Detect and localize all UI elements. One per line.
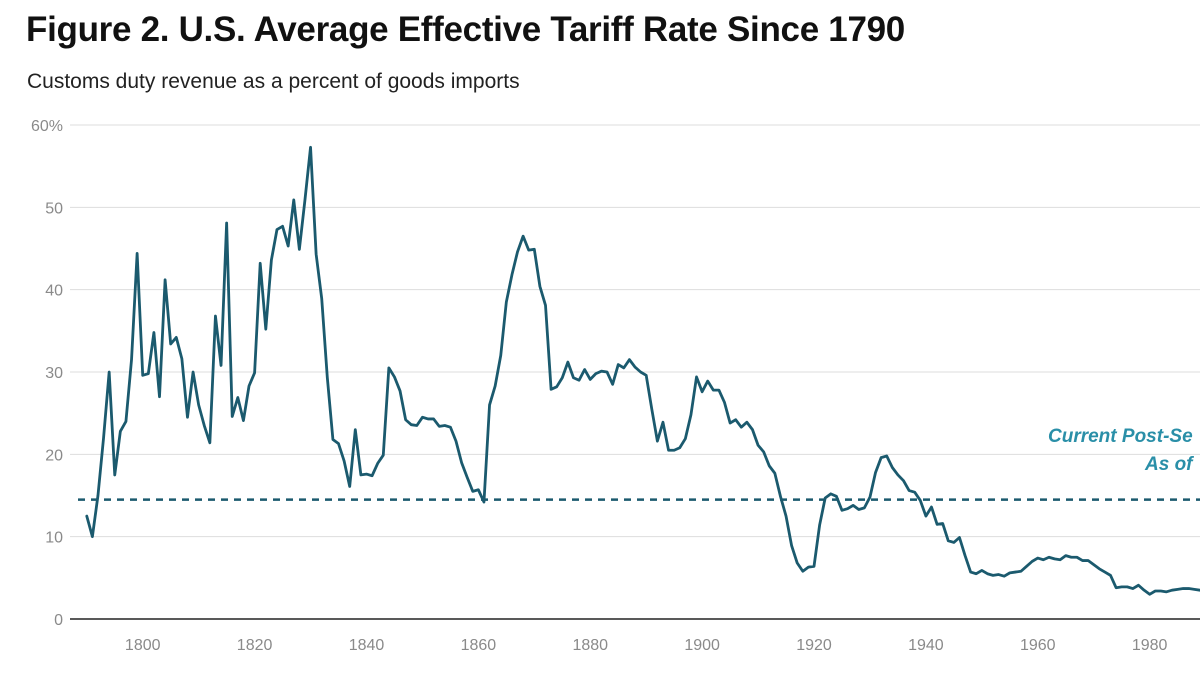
- y-tick-label: 10: [45, 530, 63, 547]
- y-tick-label: 60%: [31, 118, 63, 135]
- gridlines: [70, 124, 1200, 538]
- series-line: [85, 145, 1200, 596]
- y-tick-label: 50: [45, 200, 63, 217]
- annotation-label-line2: As of: [1144, 454, 1194, 475]
- x-tick-label: 1860: [461, 637, 497, 654]
- annotation-label-line1: Current Post-Se: [1048, 426, 1193, 447]
- x-tick-label: 1920: [796, 637, 832, 654]
- x-tick-label: 1900: [684, 637, 720, 654]
- y-tick-label: 40: [45, 283, 63, 300]
- x-tick-label: 1840: [349, 637, 385, 654]
- x-tick-label: 1980: [1132, 637, 1168, 654]
- x-tick-label: 1880: [572, 637, 608, 654]
- chart-subtitle: Customs duty revenue as a percent of goo…: [27, 70, 520, 93]
- x-tick-label: 1960: [1020, 637, 1056, 654]
- y-axis-ticks: 0 10 20 30 40 50 60%: [31, 118, 63, 629]
- x-axis-ticks: 1800 1820 1840 1860 1880 1900 1920 1940 1960 1980: [125, 637, 1168, 654]
- chart-title: Figure 2. U.S. Average Effective Tariff …: [26, 10, 905, 49]
- y-tick-label: 30: [45, 365, 63, 382]
- x-tick-label: 1800: [125, 637, 161, 654]
- x-tick-label: 1940: [908, 637, 944, 654]
- x-tick-label: 1820: [237, 637, 273, 654]
- y-tick-label: 20: [45, 447, 63, 464]
- y-tick-label: 0: [54, 612, 63, 629]
